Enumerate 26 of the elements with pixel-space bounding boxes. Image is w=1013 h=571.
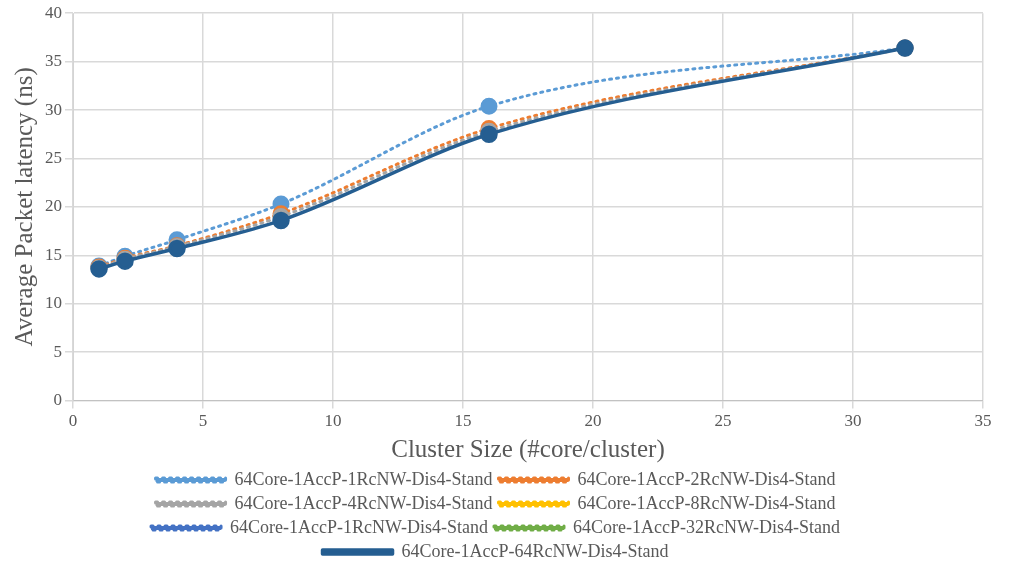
legend-label: 64Core-1AccP-32RcNW-Dis4-Stand [573, 516, 840, 537]
y-tick-label: 25 [45, 147, 62, 167]
y-tick-label: 35 [45, 51, 62, 71]
y-tick-label: 0 [53, 390, 62, 410]
legend-label: 64Core-1AccP-4RcNW-Dis4-Stand [234, 492, 493, 513]
y-tick-label: 10 [45, 293, 62, 313]
legend-label: 64Core-1AccP-64RcNW-Dis4-Stand [401, 540, 669, 561]
y-tick-label: 15 [45, 244, 62, 264]
legend-label: 64Core-1AccP-8RcNW-Dis4-Stand [577, 492, 836, 513]
legend-label: 64Core-1AccP-1RcNW-Dis4-Stand [234, 468, 493, 489]
y-tick-label: 20 [45, 196, 62, 216]
legend-label: 64Core-1AccP-1RcNW-Dis4-Stand [230, 516, 488, 537]
x-tick-label: 5 [198, 411, 208, 431]
y-tick-label: 30 [45, 99, 62, 119]
x-tick-label: 10 [324, 411, 342, 431]
legend-label: 64Core-1AccP-2RcNW-Dis4-Stand [577, 468, 836, 489]
x-tick-label: 35 [974, 411, 992, 431]
x-tick-label: 20 [584, 411, 602, 431]
x-axis-title: Cluster Size (#core/cluster) [391, 434, 665, 463]
y-axis-title: Average Packet latency (ns) [9, 67, 38, 347]
x-tick-label: 30 [844, 411, 862, 431]
y-tick-label: 5 [53, 341, 62, 361]
x-tick-label: 15 [454, 411, 472, 431]
x-tick-label: 25 [714, 411, 732, 431]
x-tick-label: 0 [68, 411, 78, 431]
y-tick-label: 40 [45, 2, 62, 22]
